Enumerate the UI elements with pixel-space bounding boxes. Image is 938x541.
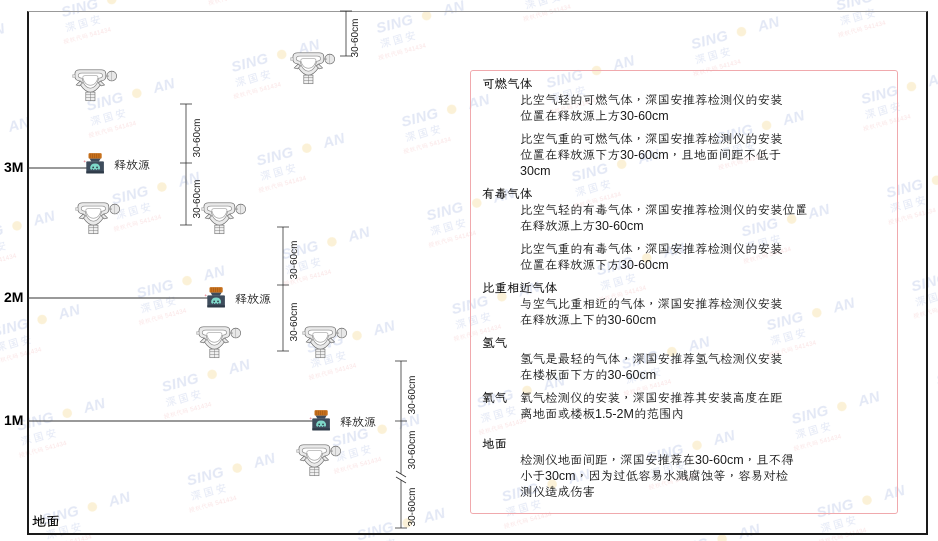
svg-text:30-60cm: 30-60cm bbox=[350, 19, 361, 58]
svg-text:2M: 2M bbox=[4, 289, 23, 305]
svg-text:释放源: 释放源 bbox=[235, 292, 271, 306]
svg-text:30-60cm: 30-60cm bbox=[407, 488, 418, 527]
svg-text:释放源: 释放源 bbox=[340, 415, 376, 429]
svg-text:30-60cm: 30-60cm bbox=[192, 119, 203, 158]
svg-text:30-60cm: 30-60cm bbox=[289, 303, 300, 342]
svg-text:30-60cm: 30-60cm bbox=[407, 376, 418, 415]
svg-text:30-60cm: 30-60cm bbox=[192, 180, 203, 219]
svg-text:30-60cm: 30-60cm bbox=[289, 241, 300, 280]
svg-text:地面: 地面 bbox=[32, 513, 60, 529]
svg-text:1M: 1M bbox=[4, 412, 23, 428]
svg-text:30-60cm: 30-60cm bbox=[407, 431, 418, 470]
svg-text:释放源: 释放源 bbox=[114, 158, 150, 172]
svg-text:3M: 3M bbox=[4, 159, 23, 175]
